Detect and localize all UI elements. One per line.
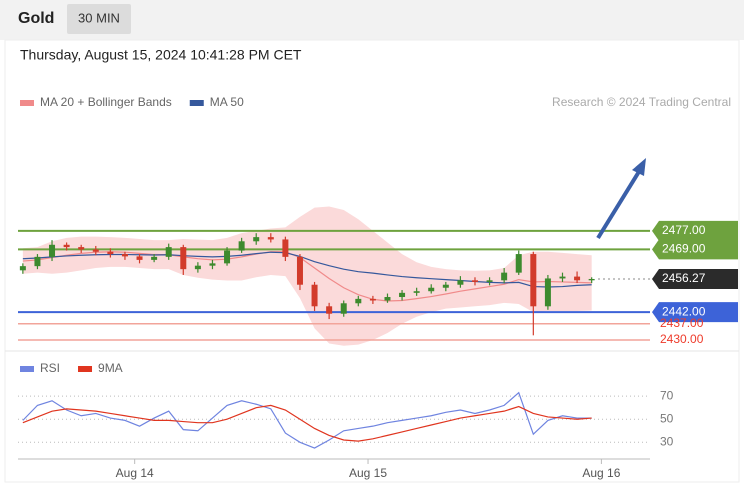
level-label: 2442.00 [662,304,706,318]
level-label: 2477.00 [662,223,706,237]
x-tick-label: Aug 15 [349,466,387,480]
candle-body [49,244,56,257]
candle-body [501,272,508,281]
forecast-arrow [596,168,642,240]
candle-body [63,244,70,248]
candle-body [588,278,595,281]
level-tag [652,268,738,289]
candle-body [413,291,420,293]
candle-body [238,241,245,251]
candle-body [457,280,464,285]
candle-body [355,298,362,304]
candle-body [530,254,537,307]
candle-body [369,298,376,301]
legend-label: MA 20 + Bollinger Bands [40,95,172,109]
level-label: 2456.27 [662,271,706,285]
interval-label: 30 MIN [78,10,120,25]
candle-body [78,247,85,250]
x-tick-label: Aug 16 [582,466,620,480]
candle-body [515,254,522,273]
candle-body [282,239,289,257]
forecast-arrowhead [632,158,646,176]
candle-body [253,237,260,242]
legend-label: MA 50 [210,95,244,109]
bollinger-band [22,206,592,346]
legend-swatch [189,100,204,106]
candle-body [107,251,114,255]
candle-body [340,303,347,314]
level-label: 2469.00 [662,242,706,256]
level-label: 2437.00 [660,316,704,330]
legend-swatch [20,100,34,106]
candle-body [136,256,143,260]
candle-body [559,276,566,279]
moving-average [22,251,592,302]
candle-body [574,276,581,281]
chart-subtitle: Thursday, August 15, 2024 10:41:28 PM CE… [20,47,302,63]
candle-body [224,250,231,264]
candle-body [428,287,435,292]
candle-body [194,265,201,270]
candle-body [442,284,449,288]
candle-body [209,263,216,266]
legend-swatch [78,366,93,372]
header-title: Gold [18,10,54,27]
credit: Research © 2024 Trading Central [552,95,731,109]
candle-body [399,292,406,298]
rsi-plot [18,391,650,464]
candle-body [267,237,274,240]
candle-body [151,256,158,260]
y-tick-label: 70 [660,388,674,402]
y-tick-label: 50 [660,411,674,425]
candle-body [121,254,128,257]
level-tag [652,220,738,241]
level-tag [652,239,738,260]
price-plot [18,206,738,346]
level-label: 2430.00 [660,332,704,346]
candle-body [384,297,391,301]
level-tag [652,302,738,323]
candle-body [19,266,26,271]
rsi-line [22,404,592,442]
candle-body [326,306,333,314]
moving-average [22,251,592,288]
legend-swatch [20,366,34,372]
x-tick-label: Aug 14 [116,466,154,480]
candle-body [165,247,172,257]
candle-body [544,278,551,307]
y-tick-label: 30 [660,434,674,448]
candle-body [92,249,99,252]
rsi-line [22,391,592,449]
legend-label: RSI [40,361,60,375]
interval-button[interactable] [67,4,131,34]
candle-body [180,247,187,270]
candle-body [296,256,303,285]
candle-body [471,280,478,282]
candle-body [311,284,318,307]
legend-label: 9MA [98,361,123,375]
candle-body [34,256,41,267]
candle-body [486,280,493,282]
